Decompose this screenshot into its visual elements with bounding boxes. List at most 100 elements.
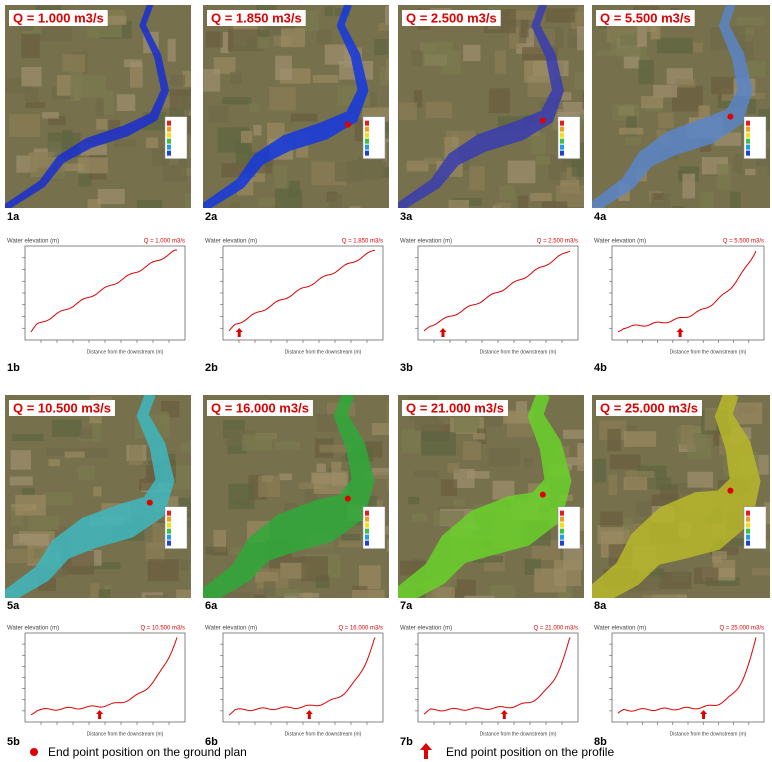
profile-x-label: Distance from the downstream (m) — [670, 349, 747, 355]
map-content — [587, 393, 772, 618]
map-legend-swatch — [746, 121, 750, 126]
map-field — [275, 189, 302, 212]
map-field — [399, 102, 417, 120]
map-panel-label: 8a — [594, 600, 607, 612]
map-field — [521, 20, 529, 38]
map-field — [230, 202, 240, 225]
page: { "panels": [ {"q": "Q = 1.000 m3/s", "m… — [0, 0, 772, 762]
map-panel-label: 3a — [400, 211, 413, 223]
map-field — [542, 202, 567, 218]
map-legend-swatch — [167, 535, 171, 540]
map-field — [301, 556, 328, 581]
map-field — [414, 420, 443, 431]
map-panel: Q = 21.000 m3/s — [394, 393, 612, 613]
map-field — [206, 547, 227, 555]
map-field — [447, 463, 459, 473]
map-field — [489, 448, 520, 467]
map-legend-swatch — [746, 541, 750, 546]
profile-panel-label: 3b — [400, 362, 413, 374]
map-field — [734, 154, 743, 173]
map-field — [25, 102, 45, 108]
map-field — [106, 16, 127, 25]
map-legend-swatch — [560, 127, 564, 132]
map-field — [317, 464, 326, 472]
map-field — [463, 45, 480, 61]
map-field — [647, 478, 671, 490]
profile-panel-label: 5b — [7, 736, 20, 748]
map-field — [11, 450, 31, 470]
map-field — [62, 54, 85, 71]
map-field — [423, 42, 453, 67]
profile-x-label: Distance from the downstream (m) — [670, 731, 747, 737]
map-field — [269, 87, 295, 110]
map-legend-swatch — [167, 511, 171, 516]
map-legend-swatch — [746, 151, 750, 156]
map-field — [402, 429, 421, 453]
map-field — [70, 75, 105, 97]
map-legend-swatch — [365, 535, 369, 540]
map-legend-swatch — [365, 139, 369, 144]
profile-q-label: Q = 21.000 m3/s — [533, 626, 578, 632]
map-legend-swatch — [167, 517, 171, 522]
profile-panel-label: 7b — [400, 736, 413, 748]
map-field — [736, 17, 764, 25]
map-field — [90, 583, 99, 601]
map-field — [467, 471, 490, 478]
profile-q-label: Q = 1.000 m3/s — [144, 239, 185, 245]
map-field — [411, 50, 423, 66]
map-legend-swatch — [746, 535, 750, 540]
profile-panel-label: 4b — [594, 362, 607, 374]
end-point-dot — [345, 496, 351, 502]
profile-y-label: Water elevation (m) — [594, 239, 646, 245]
map-legend-swatch — [746, 523, 750, 528]
map-field — [641, 96, 663, 108]
map-field — [524, 458, 533, 467]
map-field — [314, 474, 347, 494]
map-field — [624, 517, 633, 530]
figure: End point position on the ground plan En… — [0, 0, 772, 762]
map-legend-swatch — [365, 151, 369, 156]
map-field — [325, 7, 334, 17]
map-field — [316, 597, 339, 607]
profile-y-label: Water elevation (m) — [594, 626, 646, 632]
map-field — [137, 200, 162, 213]
map-field — [206, 31, 223, 47]
q-label: Q = 2.500 m3/s — [406, 10, 497, 25]
map-legend-swatch — [746, 133, 750, 138]
profile-y-label: Water elevation (m) — [205, 626, 257, 632]
map-field — [145, 595, 167, 617]
profile-y-label: Water elevation (m) — [400, 626, 452, 632]
profile-x-label: Distance from the downstream (m) — [285, 349, 362, 355]
profile-y-label: Water elevation (m) — [400, 239, 452, 245]
profile-q-label: Q = 2.500 m3/s — [537, 239, 578, 245]
map-field — [335, 162, 364, 182]
profile-x-label: Distance from the downstream (m) — [285, 731, 362, 737]
map-legend-swatch — [560, 151, 564, 156]
map-field — [170, 75, 185, 86]
map-field — [745, 169, 756, 175]
map-legend-swatch — [746, 529, 750, 534]
map-field — [93, 421, 101, 443]
legend-arrow — [420, 743, 432, 759]
map-field — [291, 114, 318, 122]
map-field — [279, 474, 292, 481]
map-field — [747, 61, 766, 78]
map-field — [25, 87, 39, 101]
profile-q-label: Q = 16.000 m3/s — [338, 626, 383, 632]
map-field — [658, 112, 673, 128]
map-content — [590, 4, 772, 229]
map-legend-swatch — [746, 127, 750, 132]
map-field — [203, 69, 220, 92]
map-field — [473, 433, 485, 439]
map-field — [9, 114, 40, 137]
map-field — [654, 193, 664, 200]
map-content — [201, 4, 417, 225]
map-field — [693, 43, 703, 53]
map-panel-label: 2a — [205, 211, 218, 223]
map-field — [374, 39, 387, 55]
map-legend-swatch — [167, 127, 171, 132]
map-field — [495, 50, 506, 73]
map-field — [96, 119, 107, 130]
map-field — [43, 492, 73, 505]
map-field — [222, 97, 251, 104]
